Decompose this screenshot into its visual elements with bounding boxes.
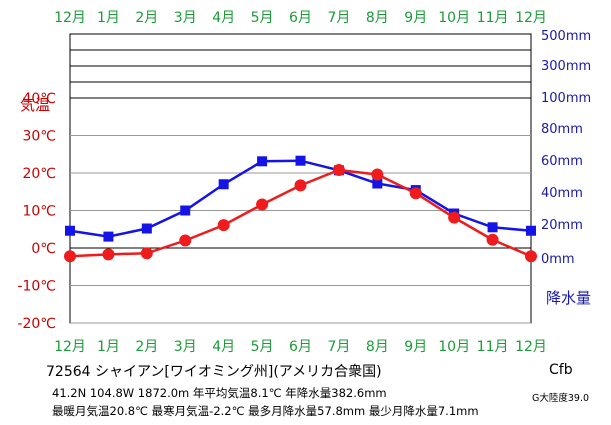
precip-tick-label: 300mm <box>541 59 591 74</box>
temp-point <box>179 234 192 247</box>
month-label-bottom: 12月 <box>515 339 547 355</box>
month-label-bottom: 8月 <box>366 339 389 355</box>
month-label-bottom: 5月 <box>251 339 274 355</box>
temp-point <box>102 248 115 261</box>
temp-point <box>332 164 345 176</box>
temp-point <box>256 198 269 211</box>
month-label-top: 12月 <box>515 10 547 26</box>
precip-tick-label: 60mm <box>541 154 583 169</box>
station-extremes: 最暖月気温20.8℃ 最寒月気温-2.2℃ 最多月降水量57.8mm 最少月降水… <box>52 404 479 418</box>
month-label-bottom: 3月 <box>174 339 197 355</box>
precip-point <box>180 205 191 216</box>
precip-point <box>372 178 383 189</box>
precip-series-line <box>69 159 532 238</box>
month-label-top: 4月 <box>212 10 235 26</box>
month-label-top: 1月 <box>97 10 120 26</box>
temp-tick-label: 40℃ <box>22 91 56 107</box>
month-label-bottom: 6月 <box>289 339 312 355</box>
month-label-bottom: 7月 <box>327 339 350 355</box>
temp-point <box>217 219 230 232</box>
precip-tick-label: 20mm <box>541 218 583 233</box>
temp-axis-label: 気温 <box>20 96 50 114</box>
precip-axis-label: 降水量 <box>546 289 591 307</box>
temp-point <box>294 179 307 192</box>
temp-point <box>371 168 384 181</box>
month-label-bottom: 10月 <box>438 339 470 355</box>
precip-point <box>65 225 75 236</box>
temp-point <box>486 233 499 246</box>
station-stats: 41.2N 104.8W 1872.0m 年平均気温8.1℃ 年降水量382.6… <box>52 386 387 400</box>
month-label-top: 8月 <box>366 10 389 26</box>
precip-point <box>295 155 306 166</box>
precip-tick-label: 80mm <box>541 122 583 137</box>
precip-tick-label: 100mm <box>541 91 591 106</box>
precip-point <box>257 156 268 167</box>
precip-point <box>218 179 229 190</box>
month-label-bottom: 2月 <box>135 339 158 355</box>
precip-point <box>103 231 114 242</box>
month-label-top: 3月 <box>174 10 197 26</box>
temp-tick-label: -10℃ <box>17 279 56 295</box>
temp-tick-label: 30℃ <box>22 129 56 145</box>
precip-tick-label: 500mm <box>541 29 591 44</box>
month-label-bottom: 1月 <box>97 339 120 355</box>
temp-point <box>64 250 76 263</box>
temp-tick-label: -20℃ <box>17 316 56 332</box>
temp-tick-label: 0℃ <box>31 241 56 257</box>
precip-tick-label: 0mm <box>541 252 575 267</box>
month-label-top: 9月 <box>404 10 427 26</box>
month-label-top: 5月 <box>251 10 274 26</box>
temp-tick-label: 20℃ <box>22 166 56 182</box>
month-label-top: 11月 <box>477 10 509 26</box>
precip-point <box>526 225 536 236</box>
precip-point <box>487 222 498 233</box>
temp-point <box>525 250 537 263</box>
month-label-bottom: 9月 <box>404 339 427 355</box>
temp-tick-label: 10℃ <box>22 204 56 220</box>
precip-tick-label: 40mm <box>541 186 583 201</box>
station-name: 72564 シャイアン[ワイオミング州](アメリカ合衆国) <box>46 364 382 380</box>
temp-point <box>448 211 461 224</box>
continentality-index: G大陸度39.0 <box>532 393 590 404</box>
month-label-top: 12月 <box>54 10 86 26</box>
precip-point <box>141 223 152 234</box>
temp-point <box>140 247 153 260</box>
month-label-bottom: 11月 <box>477 339 509 355</box>
plot-frame <box>69 33 532 324</box>
month-label-top: 10月 <box>438 10 470 26</box>
month-label-bottom: 12月 <box>54 339 86 355</box>
temp-point <box>409 187 422 200</box>
month-label-top: 6月 <box>289 10 312 26</box>
climate-class: Cfb <box>549 362 573 378</box>
month-label-top: 2月 <box>135 10 158 26</box>
month-label-top: 7月 <box>327 10 350 26</box>
month-label-bottom: 4月 <box>212 339 235 355</box>
